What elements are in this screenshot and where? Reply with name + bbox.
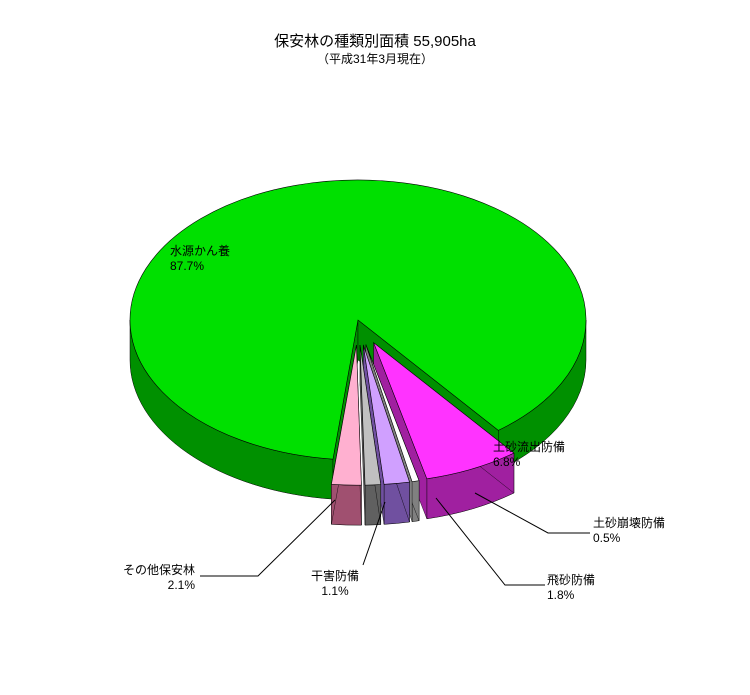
slice-label-value: 1.1%	[311, 584, 359, 599]
slice-label-name: 飛砂防備	[547, 573, 595, 588]
chart-root: 保安林の種類別面積 55,905ha （平成31年3月現在） 水源かん養87.7…	[0, 0, 750, 695]
slice-label-name: その他保安林	[123, 563, 195, 578]
slice-label: 干害防備1.1%	[311, 569, 359, 599]
slice-label: 水源かん養87.7%	[170, 244, 230, 274]
slice-label-value: 6.8%	[493, 455, 565, 470]
slice-label-value: 2.1%	[123, 578, 195, 593]
slice-label: 土砂流出防備6.8%	[493, 440, 565, 470]
leader-line	[200, 500, 335, 576]
slice-label-name: 土砂崩壊防備	[593, 516, 665, 531]
slice-label: 飛砂防備1.8%	[547, 573, 595, 603]
slice-label-name: 干害防備	[311, 569, 359, 584]
slice-label: その他保安林2.1%	[123, 563, 195, 593]
slice-label-value: 87.7%	[170, 259, 230, 274]
pie-chart-svg	[0, 0, 750, 695]
slice-label-value: 0.5%	[593, 531, 665, 546]
slice-label-value: 1.8%	[547, 588, 595, 603]
slice-label-name: 水源かん養	[170, 244, 230, 259]
slice-label: 土砂崩壊防備0.5%	[593, 516, 665, 546]
slice-label-name: 土砂流出防備	[493, 440, 565, 455]
